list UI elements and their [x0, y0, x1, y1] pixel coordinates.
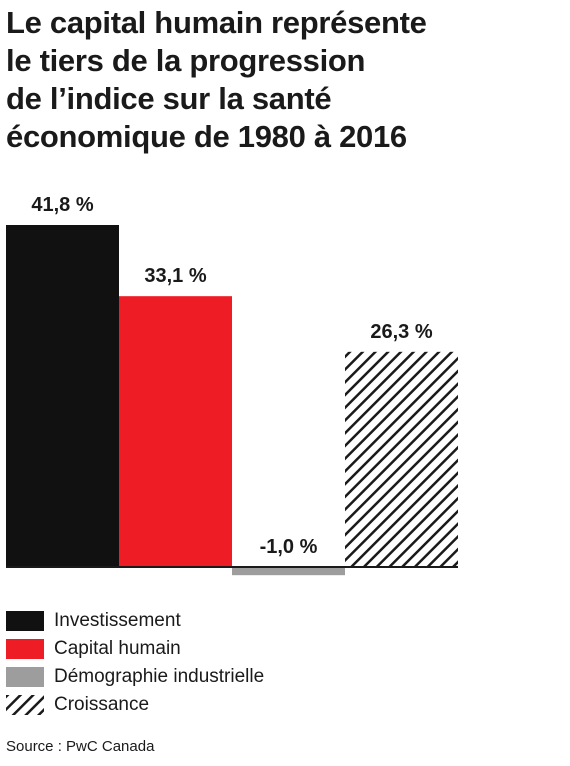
legend-label: Capital humain [54, 638, 181, 659]
legend-swatch [6, 611, 44, 631]
bar-capital-humain [119, 296, 232, 567]
legend-label: Croissance [54, 694, 150, 715]
source-note: Source : PwC Canada [6, 738, 155, 755]
title-line: de l’indice sur la santé [6, 81, 332, 116]
legend-swatch [6, 667, 44, 687]
title-line: économique de 1980 à 2016 [6, 119, 407, 154]
bar-demographie-industrielle [232, 567, 345, 576]
legend-label: Investissement [54, 610, 181, 631]
chart-title: Le capital humain représente le tiers de… [6, 4, 546, 156]
data-label-capital-humain: 33,1 % [144, 265, 206, 287]
legend-swatch [6, 695, 44, 715]
bar-croissance [345, 351, 458, 567]
title-line: Le capital humain représente [6, 5, 427, 40]
legend: Investissement Capital humain Démographi… [6, 608, 406, 720]
legend-label: Démographie industrielle [54, 666, 265, 687]
data-label-investissement: 41,8 % [31, 194, 93, 216]
legend-swatch [6, 639, 44, 659]
data-label-croissance: 26,3 % [370, 321, 432, 343]
legend-item-investissement: Investissement [6, 608, 406, 636]
legend-item-croissance: Croissance [6, 692, 406, 720]
legend-item-capital-humain: Capital humain [6, 636, 406, 664]
bar-chart: 41,8 % 33,1 % -1,0 % 26,3 % [6, 194, 458, 576]
data-label-demographie-industrielle: -1,0 % [260, 536, 318, 558]
bar-investissement [6, 225, 119, 567]
title-line: le tiers de la progression [6, 43, 366, 78]
legend-item-demographie: Démographie industrielle [6, 664, 406, 692]
